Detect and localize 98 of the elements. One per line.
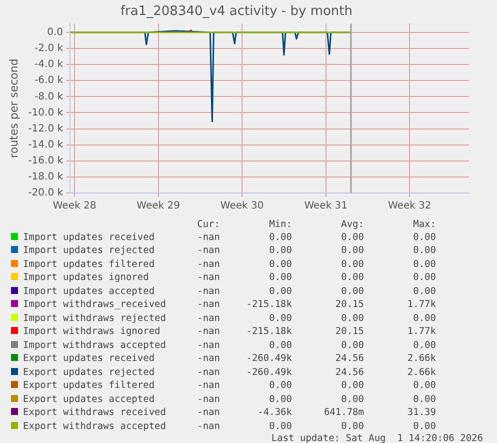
legend-label: Export updates accepted [22, 392, 156, 406]
text: Min: [268, 219, 293, 230]
text: -nan [196, 230, 221, 244]
y-axis-title: routes per second [7, 58, 20, 158]
text: 0.00 [412, 284, 437, 298]
text: 0.00 [268, 338, 293, 352]
text: 0.00 [412, 230, 437, 244]
text: 0.00 [412, 420, 437, 433]
text: -260.49k [245, 366, 293, 379]
legend-label: Import updates accepted [22, 284, 156, 298]
legend-label: Import withdraws ignored [22, 325, 162, 338]
text: 0.00 [268, 420, 293, 433]
legend-label: Export updates rejected [22, 366, 156, 379]
text: Cur: [196, 219, 221, 230]
y-tick-label: -14.0 k [28, 139, 64, 150]
text: -nan [196, 379, 221, 392]
text: 2.66k [406, 366, 437, 379]
y-tick-label: -18.0 k [28, 172, 64, 183]
legend-label: Import withdraws_received [22, 298, 167, 312]
text: 0.00 [412, 271, 437, 284]
y-tick-label: -12.0 k [28, 123, 64, 134]
text: -nan [196, 258, 221, 271]
legend-label: Export withdraws accepted [22, 420, 167, 433]
y-tick-label: 0.0 [47, 27, 64, 38]
legend-label: Import updates received [22, 230, 156, 244]
y-tick-label: -2.0 k [34, 43, 64, 54]
text: 0.00 [268, 244, 293, 258]
text: -nan [196, 392, 221, 406]
text: -215.18k [245, 298, 293, 312]
y-tick-label: -6.0 k [34, 75, 64, 86]
text: 0.00 [340, 271, 365, 284]
text: 0.00 [340, 392, 365, 406]
text: 0.00 [412, 312, 437, 325]
text: 0.00 [268, 392, 293, 406]
text: -nan [196, 366, 221, 379]
text: 0.00 [268, 379, 293, 392]
y-tick-label: -16.0 k [28, 155, 64, 166]
x-tick-label: Week 30 [220, 200, 264, 212]
text: 0.00 [268, 284, 293, 298]
text: -nan [196, 352, 221, 366]
y-tick-label: -20.0 k [28, 188, 64, 199]
text: 20.15 [334, 325, 365, 338]
text: 20.15 [334, 298, 365, 312]
text: 0.00 [412, 244, 437, 258]
text: 1.77k [406, 325, 437, 338]
x-tick-label: Week 32 [388, 200, 432, 212]
text: 0.00 [412, 338, 437, 352]
y-tick-label: -4.0 k [34, 59, 64, 70]
text: 0.00 [412, 379, 437, 392]
legend-label: Import updates rejected [22, 244, 156, 258]
legend-label: Export updates filtered [22, 379, 156, 392]
text: 0.00 [412, 392, 437, 406]
text: 0.00 [268, 258, 293, 271]
text: 0.00 [340, 284, 365, 298]
text: -nan [196, 325, 221, 338]
text: -nan [196, 271, 221, 284]
chart-title: fra1_208340_v4 activity - by month [120, 4, 353, 20]
text: 0.00 [268, 312, 293, 325]
text: 0.00 [340, 379, 365, 392]
text: -4.36k [256, 406, 293, 420]
text: -215.18k [245, 325, 293, 338]
text: 0.00 [340, 230, 365, 244]
text: 1.77k [406, 298, 437, 312]
y-tick-label: -8.0 k [34, 91, 64, 102]
text: -nan [196, 338, 221, 352]
text: -nan [196, 420, 221, 433]
text: Max: [412, 219, 437, 230]
text: 2.66k [406, 352, 437, 366]
text: 0.00 [340, 244, 365, 258]
text: Avg: [340, 219, 365, 230]
text: 0.00 [340, 312, 365, 325]
text: -nan [196, 244, 221, 258]
text: -260.49k [245, 352, 293, 366]
text: 0.00 [412, 258, 437, 271]
legend-label: Import updates ignored [22, 271, 150, 284]
x-tick-label: Week 28 [52, 200, 96, 212]
text: Last update: Sat Aug 1 14:20:06 2026 [270, 433, 484, 443]
legend-label: Import withdraws accepted [22, 338, 167, 352]
text: 0.00 [340, 420, 365, 433]
text: 0.00 [340, 258, 365, 271]
text: 0.00 [268, 230, 293, 244]
y-tick-label: -10.0 k [28, 107, 64, 118]
legend-label: Import updates filtered [22, 258, 156, 271]
x-tick-label: Week 31 [304, 200, 348, 212]
text: -nan [196, 298, 221, 312]
text: 31.39 [406, 406, 437, 420]
text: -nan [196, 312, 221, 325]
legend-label: Export withdraws received [22, 406, 167, 420]
text: -nan [196, 284, 221, 298]
text: 0.00 [340, 338, 365, 352]
text: -nan [196, 406, 221, 420]
text: 24.56 [334, 352, 365, 366]
text: 641.78m [322, 406, 365, 420]
x-tick-label: Week 29 [136, 200, 180, 212]
legend-label: Import withdraws rejected [22, 312, 167, 325]
text: 24.56 [334, 366, 365, 379]
legend-label: Export updates received [22, 352, 156, 366]
text: 0.00 [268, 271, 293, 284]
